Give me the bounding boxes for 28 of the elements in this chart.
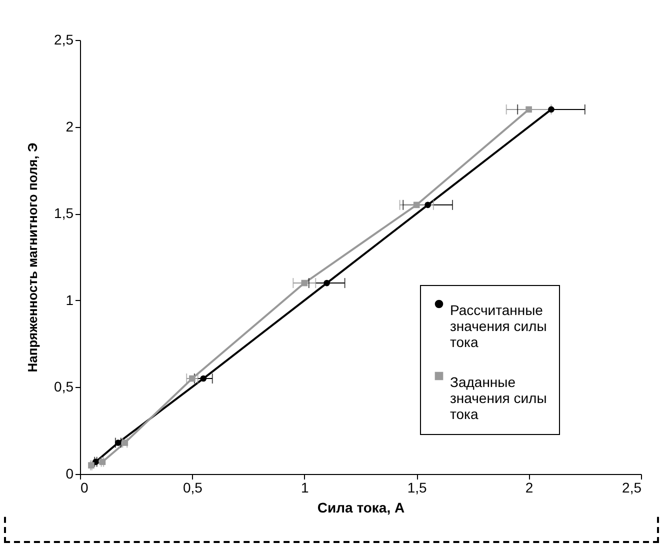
x-tick-label: 1 [301,480,309,496]
point [413,202,420,208]
x-tick-label: 2 [525,480,534,496]
y-tick-label: 2 [66,118,74,134]
point [526,106,532,113]
x-tick-label: 0,5 [182,480,203,496]
y-tick-label: 1 [66,292,74,308]
y-tick-label: 0,5 [54,378,74,395]
x-axis-title: Сила тока, А [317,500,405,516]
legend-label: Заданные значения силы тока [450,374,547,422]
y-axis-title: Напряженность магнитного поля, Э [25,142,40,372]
point [548,106,554,113]
y-tick-label: 0 [66,466,74,482]
x-tick-label: 1,5 [407,480,428,496]
point [301,280,308,286]
legend-label: Рассчитанные значения силы тока [450,302,547,350]
point [324,280,330,286]
y-tick-label: 1,5 [54,205,74,222]
point [200,375,207,382]
point [114,440,122,446]
point [88,462,94,468]
point [122,440,128,446]
x-tick-label: 2,5 [622,480,642,496]
x-tick-label: 0 [80,480,88,496]
point [189,375,196,382]
point [99,458,106,466]
y-tick-label: 2,5 [54,32,74,48]
point [424,202,431,208]
